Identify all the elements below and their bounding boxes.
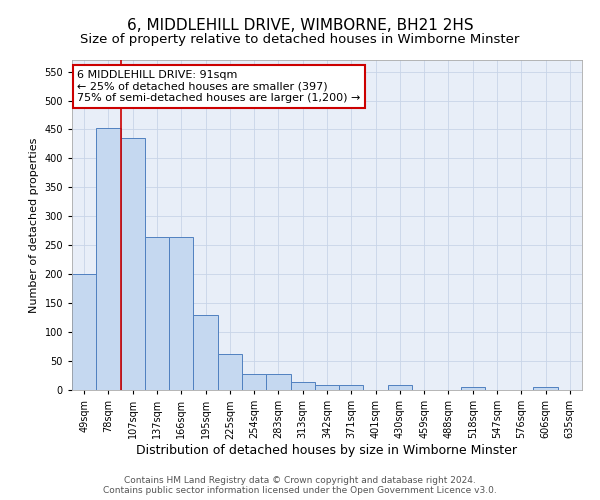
Bar xyxy=(72,274,96,390)
Bar xyxy=(242,374,266,390)
Text: Contains HM Land Registry data © Crown copyright and database right 2024.
Contai: Contains HM Land Registry data © Crown c… xyxy=(103,476,497,495)
Bar xyxy=(533,387,558,390)
Y-axis label: Number of detached properties: Number of detached properties xyxy=(29,138,39,312)
Text: 6, MIDDLEHILL DRIVE, WIMBORNE, BH21 2HS: 6, MIDDLEHILL DRIVE, WIMBORNE, BH21 2HS xyxy=(127,18,473,32)
Bar xyxy=(121,138,145,390)
Bar xyxy=(145,236,169,390)
X-axis label: Distribution of detached houses by size in Wimborne Minster: Distribution of detached houses by size … xyxy=(137,444,517,457)
Bar xyxy=(388,386,412,390)
Bar xyxy=(339,386,364,390)
Bar xyxy=(461,387,485,390)
Text: Size of property relative to detached houses in Wimborne Minster: Size of property relative to detached ho… xyxy=(80,32,520,46)
Bar xyxy=(193,314,218,390)
Bar xyxy=(266,374,290,390)
Text: 6 MIDDLEHILL DRIVE: 91sqm
← 25% of detached houses are smaller (397)
75% of semi: 6 MIDDLEHILL DRIVE: 91sqm ← 25% of detac… xyxy=(77,70,361,103)
Bar xyxy=(290,382,315,390)
Bar xyxy=(218,354,242,390)
Bar xyxy=(169,236,193,390)
Bar xyxy=(315,386,339,390)
Bar xyxy=(96,128,121,390)
